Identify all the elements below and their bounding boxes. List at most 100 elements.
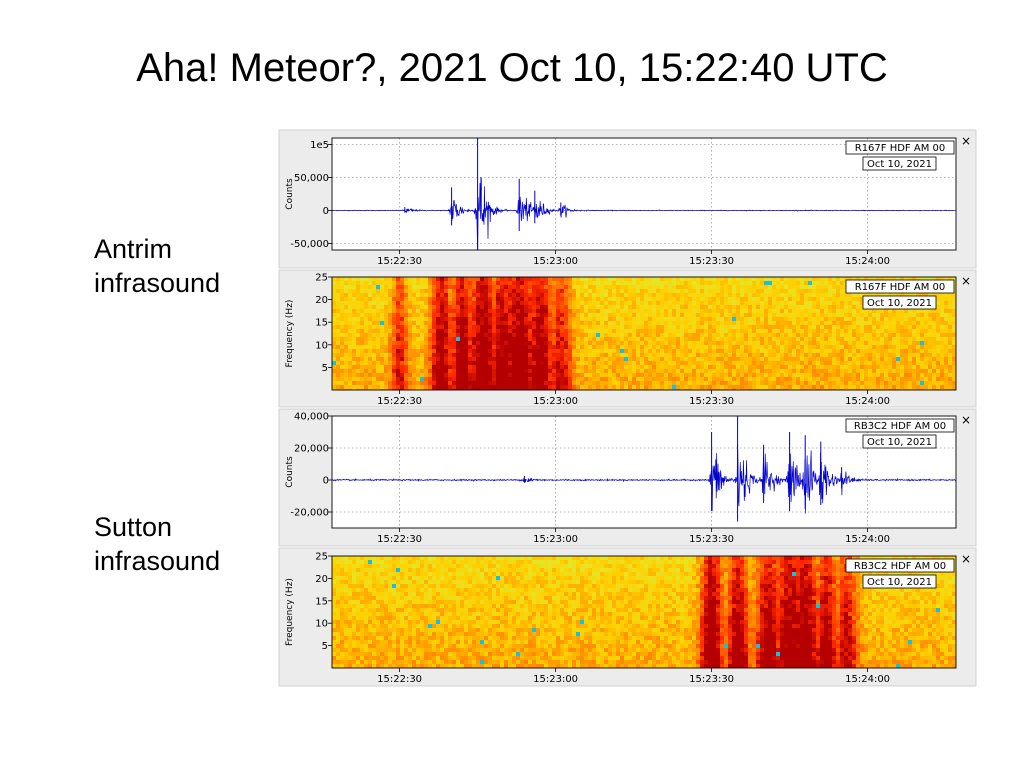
spectrogram-cell	[348, 640, 352, 644]
spectrogram-cell	[340, 277, 344, 281]
spectrogram-cell	[456, 345, 460, 349]
y-tick-label: 25	[315, 273, 328, 284]
spectrogram-cell	[664, 381, 668, 385]
spectrogram-cell	[800, 337, 804, 341]
spectrogram-cell	[364, 377, 368, 381]
spectrogram-cell	[848, 321, 852, 325]
spectrogram-cell	[552, 341, 556, 345]
spectrogram-cell	[940, 361, 944, 365]
spectrogram-cell	[952, 381, 956, 385]
spectrogram-cell	[712, 345, 716, 349]
spectrogram-cell	[456, 337, 460, 341]
spectrogram-cell	[740, 341, 744, 345]
spectrogram-cell	[352, 349, 356, 353]
spectrogram-cell	[648, 349, 652, 353]
spectrogram-cell	[740, 361, 744, 365]
spectrogram-cell	[880, 373, 884, 377]
spectrogram-cell	[904, 293, 908, 297]
spectrogram-cell	[332, 389, 336, 390]
spectrogram-cell	[812, 337, 816, 341]
spectrogram-cell	[556, 277, 560, 281]
spectrogram-cell	[372, 636, 376, 640]
spectrogram-cell	[472, 297, 476, 301]
close-icon[interactable]: ×	[961, 413, 971, 427]
spectrogram-cell	[344, 584, 348, 588]
close-icon[interactable]: ×	[961, 274, 971, 288]
spectrogram-cell	[740, 277, 744, 281]
spectrogram-cell	[860, 357, 864, 361]
spectrogram-cell	[508, 305, 512, 309]
spectrogram-cell	[456, 357, 460, 361]
spectrogram-cell	[452, 329, 456, 333]
spectrogram-cell	[432, 325, 436, 329]
spectrogram-cell	[716, 341, 720, 345]
spectrogram-cell	[788, 377, 792, 381]
spectrogram-cell	[636, 281, 640, 285]
spectrogram-cell	[620, 373, 624, 377]
spectrogram-cell	[524, 373, 528, 377]
spectrogram-cell	[332, 309, 336, 313]
spectrogram-cell	[932, 321, 936, 325]
spectrogram-cell	[396, 301, 400, 305]
spectrogram-cell	[952, 277, 956, 281]
x-tick-label: 15:23:00	[533, 396, 578, 407]
spectrogram-cell	[576, 321, 580, 325]
spectrogram-cell	[800, 369, 804, 373]
spectrogram-cell	[368, 377, 372, 381]
spectrogram-cell	[452, 357, 456, 361]
spectrogram-cell	[816, 281, 820, 285]
spectrogram-cell	[908, 353, 912, 357]
spectrogram-cell	[532, 321, 536, 325]
spectrogram-cell	[496, 373, 500, 377]
spectrogram-cell	[888, 373, 892, 377]
spectrogram-cell	[660, 389, 664, 390]
spectrogram-cell	[520, 285, 524, 289]
spectrogram-cell	[728, 289, 732, 293]
spectrogram-cell	[900, 365, 904, 369]
spectrogram-cell	[376, 365, 380, 369]
spectrogram-cell	[924, 377, 928, 381]
spectrogram-cell	[388, 365, 392, 369]
spectrogram-cell	[832, 297, 836, 301]
spectrogram-cell	[384, 277, 388, 281]
spectrogram-cell	[848, 373, 852, 377]
spectrogram-cell	[836, 377, 840, 381]
spectrogram-cell	[740, 357, 744, 361]
spectrogram-cell	[616, 285, 620, 289]
spectrogram-cell	[796, 325, 800, 329]
spectrogram-cell	[360, 309, 364, 313]
spectrogram-cell	[548, 277, 552, 281]
spectrogram-cell	[352, 325, 356, 329]
spectrogram-cell	[372, 560, 376, 564]
spectrogram-cell	[568, 289, 572, 293]
spectrogram-cell	[696, 385, 700, 389]
spectrogram-cell	[932, 381, 936, 385]
spectrogram-cell	[400, 293, 404, 297]
spectrogram-cell	[784, 349, 788, 353]
spectrogram-cell	[632, 321, 636, 325]
spectrogram-cell	[880, 341, 884, 345]
spectrogram-cell	[532, 357, 536, 361]
spectrogram-cell	[892, 345, 896, 349]
spectrogram-cell	[720, 305, 724, 309]
spectrogram-cell	[348, 600, 352, 604]
spectrogram-cell	[460, 325, 464, 329]
spectrogram-cell	[688, 333, 692, 337]
spectrogram-cell	[928, 377, 932, 381]
spectrogram-cell	[412, 305, 416, 309]
spectrogram-cell	[596, 309, 600, 313]
spectrogram-cell	[492, 313, 496, 317]
spectrogram-cell	[652, 333, 656, 337]
spectrogram-cell	[608, 353, 612, 357]
spectrogram-cell	[360, 373, 364, 377]
spectrogram-cell	[620, 361, 624, 365]
spectrogram-cell	[724, 381, 728, 385]
spectrogram-cell	[500, 345, 504, 349]
spectrogram-cell	[788, 345, 792, 349]
close-icon[interactable]: ×	[961, 134, 971, 148]
spectrogram-cell	[484, 301, 488, 305]
spectrogram-cell	[524, 353, 528, 357]
spectrogram-cell	[444, 293, 448, 297]
spectrogram-cell	[332, 317, 336, 321]
spectrogram-cell	[900, 381, 904, 385]
